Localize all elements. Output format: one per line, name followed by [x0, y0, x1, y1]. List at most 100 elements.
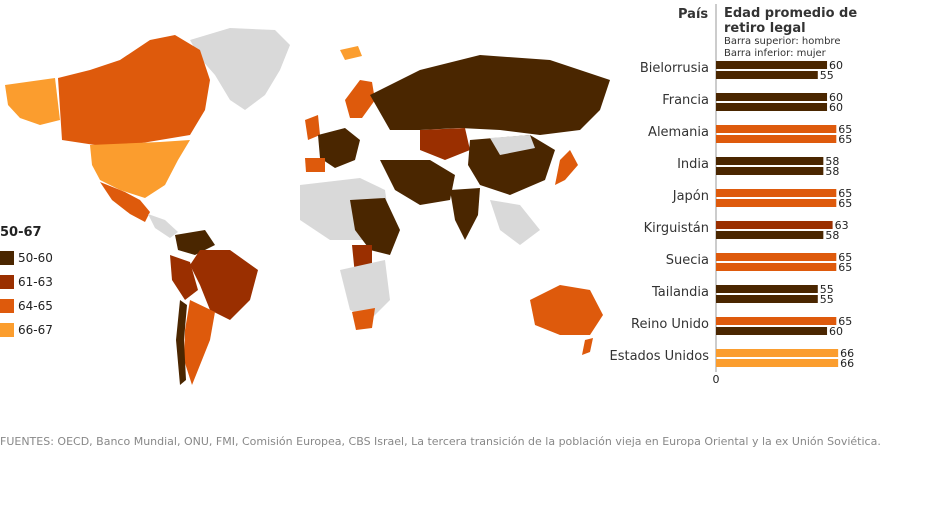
bar-hombre: [716, 253, 837, 261]
region-canada: [58, 35, 210, 145]
region-chile: [176, 300, 187, 385]
data-label: 60: [829, 101, 843, 114]
legend-title: 50-67: [0, 225, 42, 240]
bar-mujer: [716, 327, 828, 335]
region-spain: [305, 158, 325, 172]
data-label: 58: [825, 229, 839, 242]
region-mongolia: [490, 135, 535, 155]
bar-mujer: [716, 103, 828, 111]
region-iceland: [340, 46, 362, 60]
category-label: India: [677, 157, 709, 172]
bar-hombre: [716, 189, 837, 197]
region-new-zealand: [582, 338, 593, 355]
legend-item: 50-60: [0, 246, 53, 270]
region-southeast-asia: [490, 200, 540, 245]
region-scandinavia: [345, 80, 375, 118]
data-label: 65: [838, 261, 852, 274]
category-label: Tailandia: [651, 285, 709, 300]
data-label: 60: [829, 59, 843, 72]
region-central-america: [148, 214, 178, 238]
region-argentina: [184, 300, 215, 385]
data-label: 55: [820, 293, 834, 306]
data-label: 60: [829, 325, 843, 338]
bar-hombre: [716, 285, 818, 293]
region-peru: [170, 255, 198, 300]
country-column-header: País: [678, 7, 709, 22]
bar-mujer: [716, 167, 824, 175]
bar-hombre: [716, 317, 837, 325]
data-label: 65: [838, 315, 852, 328]
region-usa: [90, 140, 190, 198]
chart-subtitle-top: Barra superior: hombre: [724, 36, 841, 47]
region-alaska: [5, 78, 60, 125]
data-label: 63: [835, 219, 849, 232]
data-label: 58: [825, 155, 839, 168]
category-label: Estados Unidos: [609, 349, 709, 364]
bar-mujer: [716, 231, 824, 239]
region-southern-africa: [340, 260, 390, 320]
bar-mujer: [716, 295, 818, 303]
x-tick-label: 0: [713, 373, 720, 386]
bar-mujer: [716, 71, 818, 79]
region-china: [468, 135, 555, 195]
bar-hombre: [716, 93, 828, 101]
region-mexico: [100, 182, 150, 222]
category-label: Japón: [672, 189, 709, 204]
data-label: 65: [838, 251, 852, 264]
world-map: [5, 28, 610, 385]
legend-swatch: [0, 275, 14, 289]
bar-mujer: [716, 135, 837, 143]
region-middle-east: [380, 160, 455, 205]
legend-label: 64-65: [18, 299, 53, 313]
category-label: Bielorrusia: [640, 61, 709, 76]
data-label: 65: [838, 123, 852, 136]
data-label: 66: [840, 357, 854, 370]
data-label: 55: [820, 283, 834, 296]
region-uk: [305, 115, 320, 140]
data-label: 55: [820, 69, 834, 82]
bar-hombre: [716, 157, 824, 165]
bar-hombre: [716, 349, 839, 357]
category-label: Alemania: [648, 125, 709, 140]
legend-item: 66-67: [0, 318, 53, 342]
legend-item: 61-63: [0, 270, 53, 294]
legend: 50-60 61-63 64-65 66-67: [0, 246, 53, 342]
data-label: 65: [838, 133, 852, 146]
legend-label: 66-67: [18, 323, 53, 337]
category-label: Suecia: [666, 253, 709, 268]
region-western-europe: [318, 128, 360, 168]
region-russia: [370, 55, 610, 135]
legend-swatch: [0, 251, 14, 265]
bar-hombre: [716, 221, 833, 229]
chart-subtitle-bottom: Barra inferior: mujer: [724, 48, 826, 59]
region-greenland: [190, 28, 290, 110]
bar-hombre: [716, 61, 828, 69]
legend-swatch: [0, 323, 14, 337]
sources-note: FUENTES: OECD, Banco Mundial, ONU, FMI, …: [0, 435, 881, 448]
region-south-africa: [352, 308, 375, 330]
data-label: 60: [829, 91, 843, 104]
category-label: Reino Unido: [631, 317, 709, 332]
region-kazakhstan: [420, 128, 470, 160]
bar-mujer: [716, 199, 837, 207]
data-label: 65: [838, 187, 852, 200]
data-label: 66: [840, 347, 854, 360]
data-label: 58: [825, 165, 839, 178]
bar-hombre: [716, 125, 837, 133]
chart-title: Edad promedio de retiro legal: [724, 6, 858, 36]
legend-swatch: [0, 299, 14, 313]
region-brazil: [190, 250, 258, 320]
legend-label: 61-63: [18, 275, 53, 289]
region-japan: [555, 150, 578, 185]
region-india: [450, 188, 480, 240]
category-label: Kirguistán: [644, 221, 709, 236]
region-africa-central: [350, 198, 400, 255]
data-label: 65: [838, 197, 852, 210]
legend-item: 64-65: [0, 294, 53, 318]
region-colombia-venezuela: [175, 230, 215, 255]
bar-mujer: [716, 359, 839, 367]
category-label: Francia: [662, 93, 709, 108]
legend-label: 50-60: [18, 251, 53, 265]
bar-mujer: [716, 263, 837, 271]
